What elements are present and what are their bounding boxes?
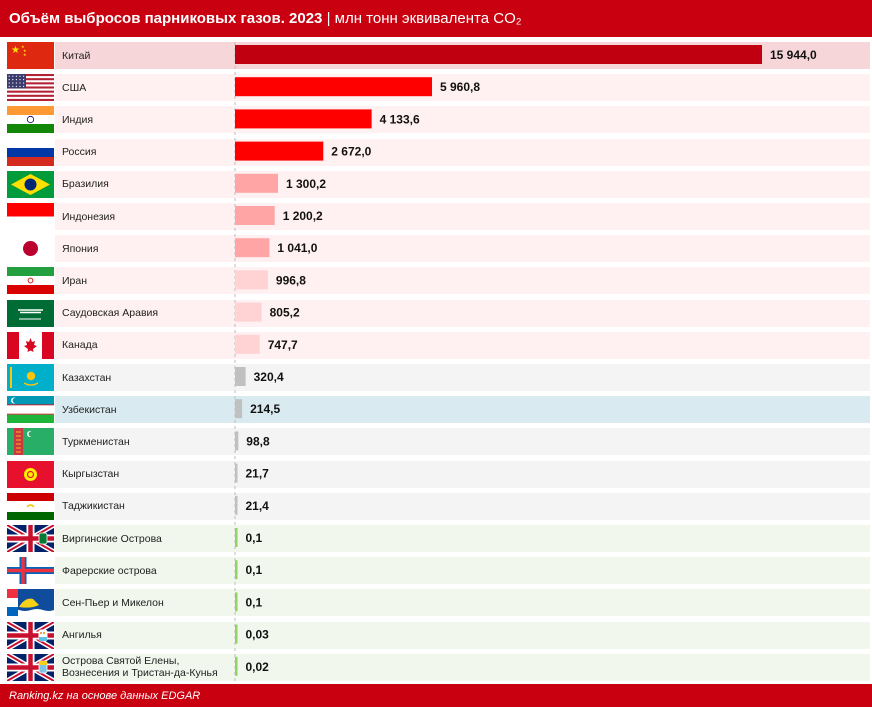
table-row: Острова Святой Елены, Вознесения и Трист… bbox=[0, 652, 872, 682]
saudi-arabia-flag bbox=[7, 299, 54, 327]
country-label: Китай bbox=[62, 49, 91, 62]
row-background bbox=[55, 74, 870, 102]
saint-helena-flag bbox=[7, 653, 54, 681]
row-background bbox=[55, 170, 870, 198]
kazakhstan-flag bbox=[7, 364, 54, 391]
kyrgyzstan-flag bbox=[7, 460, 54, 488]
canada-flag bbox=[7, 331, 54, 359]
country-label: Япония bbox=[62, 242, 99, 255]
country-label: Ангилья bbox=[62, 629, 102, 642]
title-separator: | bbox=[322, 10, 335, 27]
row-background bbox=[55, 460, 870, 488]
russia-flag bbox=[7, 138, 54, 166]
table-row: Туркменистан bbox=[0, 426, 872, 456]
table-row: Казахстан bbox=[0, 362, 872, 392]
country-label: Туркменистан bbox=[62, 435, 130, 448]
row-background bbox=[55, 589, 870, 617]
table-row: Ангилья bbox=[0, 620, 872, 650]
table-row: Виргинские Острова bbox=[0, 523, 872, 553]
table-row: Кыргызстан bbox=[0, 459, 872, 489]
row-background bbox=[55, 299, 870, 327]
country-label: Иран bbox=[62, 274, 88, 287]
country-label: Таджикистан bbox=[62, 500, 125, 513]
table-row: Россия bbox=[0, 137, 872, 167]
row-background bbox=[55, 138, 870, 166]
anguilla-flag bbox=[7, 621, 54, 649]
row-background bbox=[55, 396, 870, 424]
svg-text:★: ★ bbox=[11, 45, 20, 56]
chart-header: Объём выбросов парниковых газов. 2023 | … bbox=[0, 0, 872, 37]
chart-title: Объём выбросов парниковых газов. 2023 | … bbox=[0, 10, 522, 27]
chart-footer: Ranking.kz на основе данных EDGAR bbox=[0, 684, 872, 707]
country-label: Бразилия bbox=[62, 178, 109, 191]
china-flag: ★ ★ ★ ★ bbox=[7, 42, 54, 69]
turkmenistan-flag bbox=[7, 428, 54, 456]
row-background bbox=[55, 364, 870, 391]
table-row: США bbox=[0, 72, 872, 102]
country-label: Узбекистан bbox=[62, 403, 117, 416]
india-flag bbox=[7, 106, 54, 134]
table-row: Канада bbox=[0, 330, 872, 360]
svg-text:★: ★ bbox=[23, 48, 27, 53]
tajikistan-flag bbox=[7, 492, 54, 520]
country-label: Виргинские Острова bbox=[62, 532, 162, 545]
faroe-islands-flag bbox=[7, 557, 54, 585]
table-row: Индонезия bbox=[0, 201, 872, 231]
brazil-flag bbox=[7, 170, 54, 198]
svg-text:★: ★ bbox=[21, 44, 25, 49]
table-row: Индия bbox=[0, 104, 872, 134]
row-background bbox=[55, 203, 870, 230]
table-row: Иран bbox=[0, 265, 872, 295]
row-background bbox=[55, 235, 870, 263]
country-label: Кыргызстан bbox=[62, 468, 120, 481]
row-background bbox=[55, 492, 870, 520]
row-background bbox=[55, 331, 870, 359]
country-label: Саудовская Аравия bbox=[62, 307, 159, 320]
country-label: Россия bbox=[62, 146, 97, 159]
country-label: Индия bbox=[62, 113, 94, 126]
country-label: Канада bbox=[62, 339, 98, 352]
row-background bbox=[55, 106, 870, 134]
country-label: Сен-Пьер и Микелон bbox=[62, 596, 164, 609]
iran-flag bbox=[7, 267, 54, 295]
country-label: Индонезия bbox=[62, 210, 116, 223]
source-note: Ranking.kz на основе данных EDGAR bbox=[9, 689, 201, 702]
saint-pierre-and-miquelon-flag bbox=[7, 589, 54, 617]
country-label: Острова Святой Елены, Вознесения и Трист… bbox=[62, 655, 218, 680]
table-row: Узбекистан bbox=[0, 394, 872, 424]
table-row: Сен-Пьер и Микелон bbox=[0, 587, 872, 617]
uzbekistan-flag bbox=[7, 396, 54, 424]
country-label: Фарерские острова bbox=[62, 564, 157, 577]
country-label: США bbox=[62, 81, 87, 94]
japan-flag bbox=[7, 235, 54, 263]
british-virgin-islands-flag bbox=[7, 525, 54, 552]
row-background bbox=[55, 653, 870, 681]
table-row: ★ ★ ★ ★ Китай bbox=[0, 40, 872, 70]
row-background bbox=[55, 525, 870, 552]
svg-text:★: ★ bbox=[23, 52, 27, 57]
indonesia-flag bbox=[7, 203, 54, 230]
row-background bbox=[55, 267, 870, 295]
row-background bbox=[55, 428, 870, 456]
table-row: Бразилия bbox=[0, 169, 872, 199]
table-row: Саудовская Аравия bbox=[0, 298, 872, 328]
usa-flag bbox=[7, 74, 54, 102]
chart-unit: млн тонн эквивалента CO₂ bbox=[334, 10, 522, 27]
row-background bbox=[55, 557, 870, 585]
table-row: Фарерские острова bbox=[0, 555, 872, 585]
row-background bbox=[55, 621, 870, 649]
table-row: Япония bbox=[0, 233, 872, 263]
country-label: Казахстан bbox=[62, 371, 112, 384]
table-row: Таджикистан bbox=[0, 491, 872, 521]
chart-title-main: Объём выбросов парниковых газов. 2023 bbox=[9, 10, 323, 27]
